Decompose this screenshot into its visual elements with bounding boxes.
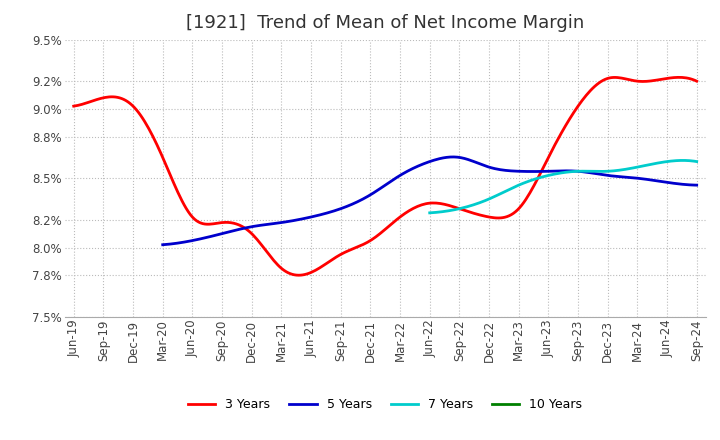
7 Years [589, 169, 598, 174]
5 Years [476, 161, 485, 167]
5 Years [449, 154, 458, 160]
Line: 7 Years: 7 Years [430, 161, 697, 213]
3 Years [675, 75, 684, 80]
7 Years [426, 210, 434, 216]
7 Years [693, 159, 701, 164]
5 Years [158, 242, 167, 247]
5 Years [644, 177, 653, 182]
5 Years [611, 173, 619, 179]
3 Years [69, 103, 78, 109]
5 Years [693, 183, 701, 188]
Title: [1921]  Trend of Mean of Net Income Margin: [1921] Trend of Mean of Net Income Margi… [186, 15, 585, 33]
3 Years [294, 272, 303, 278]
3 Years [442, 202, 451, 208]
3 Years [440, 202, 449, 207]
Line: 3 Years: 3 Years [73, 77, 697, 275]
5 Years [478, 162, 487, 168]
3 Years [693, 79, 701, 84]
5 Years [160, 242, 168, 247]
7 Years [650, 161, 659, 166]
7 Years [583, 169, 592, 174]
3 Years [453, 205, 462, 211]
7 Years [667, 158, 676, 164]
Line: 5 Years: 5 Years [163, 157, 697, 245]
7 Years [585, 169, 593, 174]
5 Years [487, 165, 495, 170]
3 Years [71, 103, 80, 108]
3 Years [636, 79, 645, 84]
Legend: 3 Years, 5 Years, 7 Years, 10 Years: 3 Years, 5 Years, 7 Years, 10 Years [183, 393, 588, 416]
7 Years [678, 158, 687, 163]
3 Years [597, 79, 606, 84]
7 Years [426, 210, 435, 216]
